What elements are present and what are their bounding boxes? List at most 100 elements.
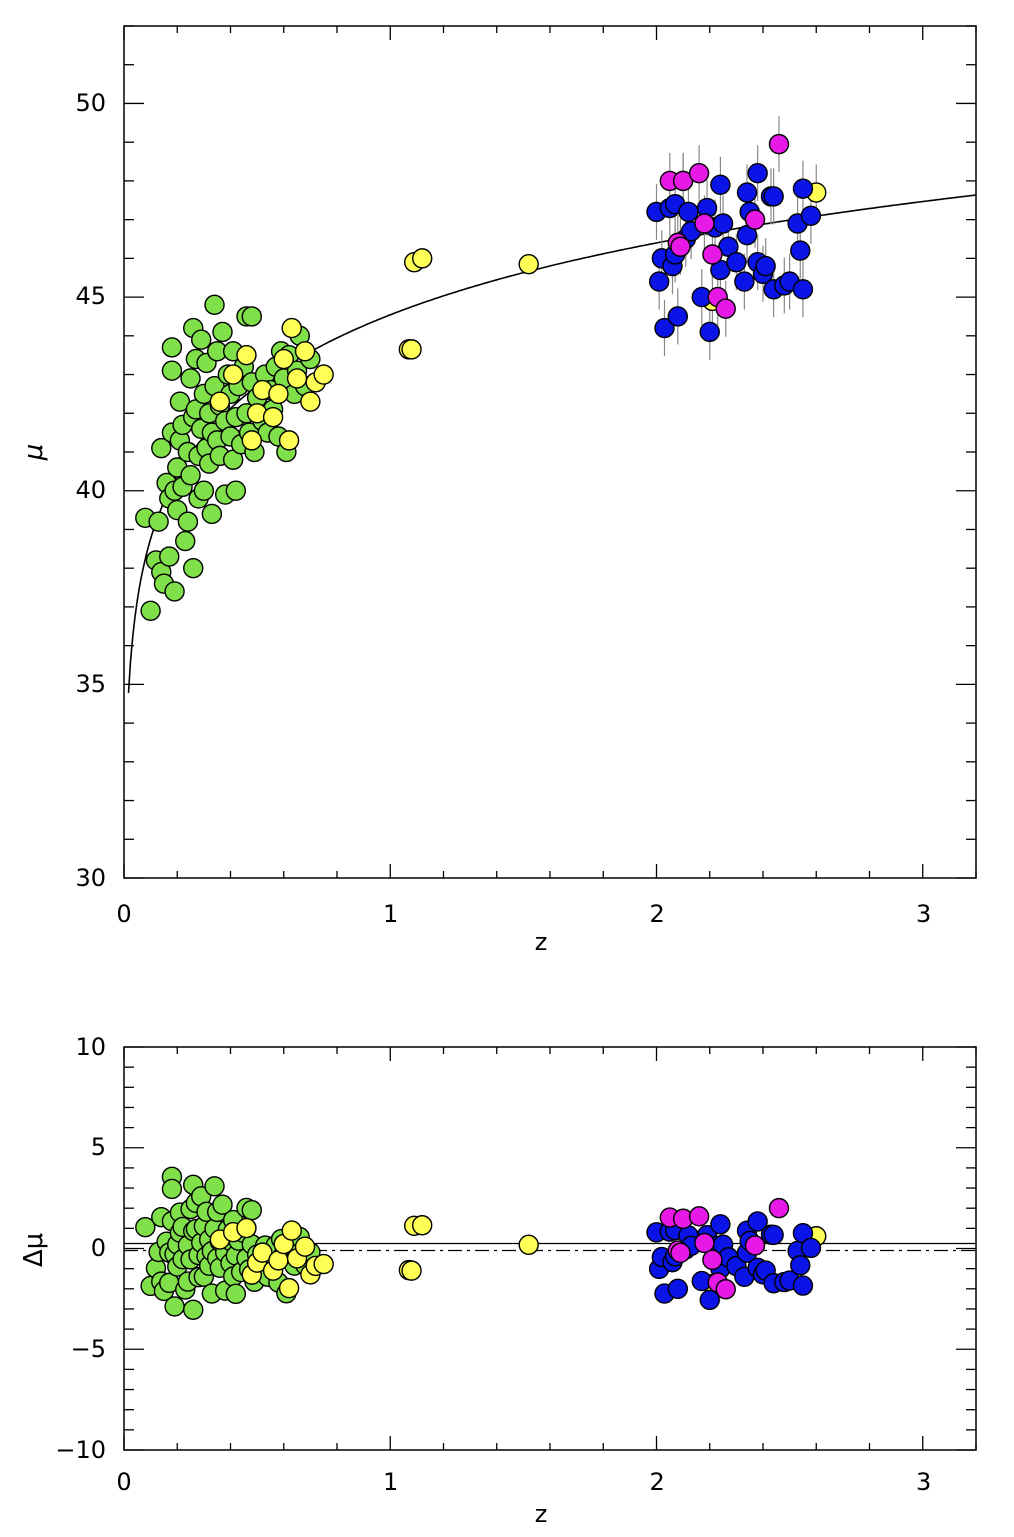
top-panel-mu-vs-z: 0 1 2 3 30 35 40 45 50 z μ — [19, 25, 977, 956]
bottom-x-tick-label: 0 — [116, 1468, 131, 1496]
top-plot-frame — [123, 25, 977, 879]
residual-point — [790, 1255, 811, 1276]
top-panel-ticks — [123, 25, 977, 879]
data-point — [300, 391, 321, 412]
data-point — [670, 236, 691, 257]
top-x-tick-label: 0 — [116, 900, 131, 928]
residual-point — [135, 1216, 156, 1238]
residual-point — [313, 1253, 334, 1275]
residual-point — [763, 1224, 784, 1246]
data-point — [262, 406, 284, 428]
data-point — [236, 344, 257, 366]
data-point — [401, 339, 422, 360]
data-point — [201, 503, 223, 525]
residual-point — [670, 1242, 691, 1264]
top-data-points — [135, 116, 827, 621]
bottom-y-tick-label: 10 — [75, 1033, 106, 1061]
data-point — [151, 437, 172, 459]
data-point — [278, 430, 300, 451]
top-y-tick-label: 50 — [75, 89, 106, 117]
data-point — [193, 480, 215, 501]
residual-point — [694, 1232, 715, 1254]
bottom-y-axis-label: Δμ — [19, 1233, 49, 1267]
data-point — [159, 546, 180, 567]
bottom-panel-y-tick-labels: −10 −5 0 5 10 — [55, 1033, 106, 1464]
top-y-tick-label: 35 — [75, 670, 106, 698]
bottom-panel-x-tick-labels: 0 1 2 3 — [116, 1468, 931, 1496]
residual-point — [212, 1194, 233, 1215]
residual-point — [792, 1275, 814, 1296]
data-point — [678, 201, 699, 223]
data-point — [164, 581, 185, 602]
data-point — [180, 465, 201, 486]
residual-point — [204, 1176, 225, 1197]
data-point — [222, 364, 244, 385]
residual-point — [161, 1178, 183, 1200]
data-point — [715, 298, 736, 319]
data-point — [183, 557, 204, 579]
data-point — [792, 178, 814, 199]
data-point — [148, 511, 169, 532]
data-point — [241, 430, 263, 451]
bottom-panel-residuals: 0 1 2 3 −10 −5 0 5 10 z Δμ — [19, 1033, 977, 1528]
data-point — [286, 368, 308, 389]
bottom-y-tick-label: −10 — [55, 1436, 106, 1464]
data-point — [726, 252, 747, 273]
bottom-data-points — [135, 1166, 827, 1320]
data-point — [140, 600, 161, 621]
data-point — [712, 213, 734, 234]
data-point — [790, 240, 811, 261]
bottom-plot-frame — [123, 1046, 977, 1451]
data-point — [763, 186, 784, 207]
data-point — [747, 162, 768, 184]
data-point — [161, 337, 183, 358]
top-panel-y-tick-labels: 30 35 40 45 50 — [75, 89, 106, 892]
data-point — [191, 329, 212, 350]
top-x-tick-label: 2 — [649, 900, 664, 928]
data-point — [744, 209, 766, 230]
data-point — [313, 364, 334, 385]
data-point — [161, 360, 183, 381]
data-point — [281, 317, 302, 339]
data-point — [702, 244, 723, 265]
residual-point — [747, 1211, 768, 1232]
bottom-x-tick-label: 2 — [649, 1468, 664, 1496]
data-point — [688, 162, 710, 184]
data-point — [180, 368, 201, 389]
top-x-tick-label: 1 — [383, 900, 398, 928]
residual-point — [667, 1278, 688, 1300]
residual-point — [710, 1214, 731, 1235]
data-point — [654, 317, 675, 339]
data-point — [699, 321, 720, 343]
residual-point — [241, 1199, 263, 1221]
data-point — [175, 530, 196, 552]
residual-point — [518, 1234, 539, 1255]
data-point — [209, 391, 231, 412]
data-point — [518, 253, 539, 275]
top-y-tick-label: 30 — [75, 864, 106, 892]
data-point — [225, 480, 247, 501]
top-y-tick-label: 45 — [75, 282, 106, 310]
top-x-axis-label: z — [535, 928, 548, 956]
data-point — [241, 306, 263, 327]
residual-point — [164, 1296, 185, 1317]
bottom-x-axis-label: z — [535, 1500, 548, 1528]
residual-point — [281, 1220, 302, 1241]
residual-point — [225, 1283, 247, 1305]
residual-point — [768, 1197, 790, 1219]
data-point — [736, 182, 758, 203]
bottom-panel-ticks — [123, 1046, 977, 1451]
residual-point — [294, 1236, 316, 1257]
data-point — [755, 255, 776, 277]
bottom-x-tick-label: 1 — [383, 1468, 398, 1496]
top-y-tick-label: 40 — [75, 476, 106, 504]
data-point — [273, 348, 294, 370]
data-point — [800, 205, 822, 226]
residual-point — [183, 1299, 204, 1320]
data-point — [204, 294, 225, 316]
bottom-y-tick-label: 0 — [91, 1234, 106, 1262]
data-point — [212, 321, 233, 343]
top-panel-x-tick-labels: 0 1 2 3 — [116, 900, 931, 928]
residual-point — [715, 1279, 736, 1300]
data-point — [294, 341, 316, 362]
